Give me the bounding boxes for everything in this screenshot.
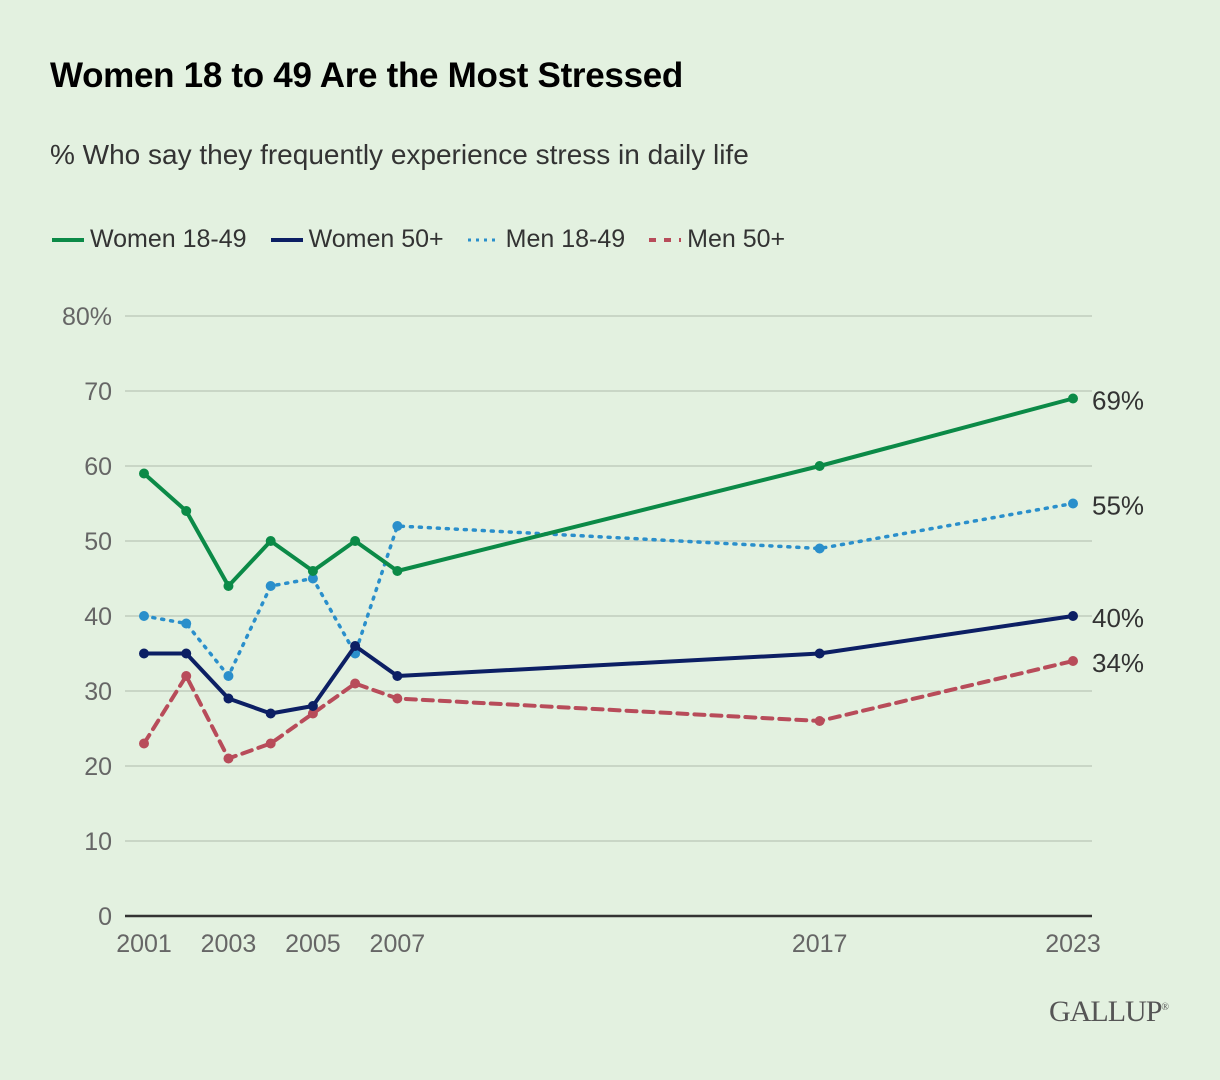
x-tick-label: 2005 xyxy=(285,930,341,958)
end-labels: 34% 55% 40% 69% xyxy=(1092,386,1144,679)
data-point xyxy=(307,573,318,584)
data-point xyxy=(223,581,234,591)
y-tick-label: 30 xyxy=(84,678,112,706)
y-tick-label: 70 xyxy=(84,378,112,406)
data-point xyxy=(307,708,318,719)
y-axis-ticks: 0 10 20 30 40 50 60 70 80% xyxy=(62,303,112,931)
y-tick-label: 20 xyxy=(84,753,112,781)
data-point xyxy=(181,648,192,659)
data-point xyxy=(1068,393,1078,404)
data-point xyxy=(265,536,276,546)
legend-swatch xyxy=(52,237,84,242)
x-tick-label: 2003 xyxy=(201,930,257,958)
chart-subtitle: % Who say they frequently experience str… xyxy=(50,139,749,170)
y-tick-label: 50 xyxy=(84,528,112,556)
data-point xyxy=(139,648,149,659)
y-tick-label: 60 xyxy=(84,453,112,481)
data-point xyxy=(814,648,825,659)
legend-swatch xyxy=(649,237,682,242)
data-point xyxy=(392,671,403,681)
data-point xyxy=(139,738,149,749)
end-label: 40% xyxy=(1092,603,1144,633)
legend-item: Women 18-49 xyxy=(50,225,247,254)
data-point xyxy=(307,701,318,711)
y-tick-label: 40 xyxy=(84,603,112,631)
data-point xyxy=(814,461,825,471)
legend-label: Women 18-49 xyxy=(90,225,247,253)
data-point xyxy=(1068,611,1078,621)
x-tick-label: 2017 xyxy=(792,930,848,958)
legend-item: Men 18-49 xyxy=(466,225,626,254)
data-point xyxy=(139,611,149,621)
data-point xyxy=(350,536,361,546)
end-label: 69% xyxy=(1092,386,1144,416)
end-label: 34% xyxy=(1092,648,1144,678)
data-point xyxy=(814,716,825,726)
series-women-18-49 xyxy=(139,393,1078,591)
legend-label: Men 18-49 xyxy=(505,225,626,253)
legend-swatch xyxy=(270,237,303,242)
legend-item: Women 50+ xyxy=(269,225,444,254)
logo-text: GALLUP xyxy=(1049,995,1162,1028)
legend-label: Men 50+ xyxy=(687,225,786,253)
series-women-50- xyxy=(139,611,1078,719)
data-point xyxy=(350,641,361,651)
x-tick-label: 2023 xyxy=(1045,930,1101,958)
series-line xyxy=(142,659,1075,761)
series-line xyxy=(142,501,1075,678)
data-point xyxy=(1068,498,1078,509)
data-point xyxy=(814,543,825,554)
data-point xyxy=(392,566,403,576)
data-point xyxy=(265,581,276,591)
data-point xyxy=(139,468,149,479)
data-point xyxy=(392,521,403,531)
y-tick-label: 10 xyxy=(84,828,112,856)
gallup-logo: GALLUP® xyxy=(1049,995,1169,1029)
x-tick-label: 2001 xyxy=(116,930,172,958)
data-point xyxy=(181,506,192,516)
data-point xyxy=(350,678,361,689)
legend-swatch xyxy=(467,238,500,241)
series-line xyxy=(142,396,1075,588)
end-label: 55% xyxy=(1092,491,1144,521)
data-point xyxy=(265,708,276,719)
chart-title: Women 18 to 49 Are the Most Stressed xyxy=(50,56,683,95)
x-tick-label: 2007 xyxy=(370,930,426,958)
data-point xyxy=(392,693,403,704)
legend-item: Men 50+ xyxy=(647,225,785,254)
y-tick-label: 80% xyxy=(62,303,112,331)
registered-mark: ® xyxy=(1161,1002,1169,1013)
x-axis-ticks: 2001 2003 2005 2007 2017 2023 xyxy=(116,930,1101,958)
legend: Women 18-49 Women 50+ Men 18-49 Men 50+ xyxy=(50,225,807,254)
y-tick-label: 0 xyxy=(98,903,112,931)
data-point xyxy=(1068,656,1078,666)
legend-label: Women 50+ xyxy=(308,225,444,253)
data-point xyxy=(265,738,276,749)
data-point xyxy=(307,566,318,576)
series-line xyxy=(142,614,1075,716)
data-point xyxy=(223,671,234,681)
series-men-18-49 xyxy=(139,498,1078,681)
data-point xyxy=(181,618,192,629)
gridlines xyxy=(125,315,1092,918)
data-point xyxy=(223,753,234,764)
series-men-50- xyxy=(139,656,1078,764)
data-point xyxy=(223,693,234,704)
data-point xyxy=(181,671,192,681)
series-lines xyxy=(139,393,1078,764)
